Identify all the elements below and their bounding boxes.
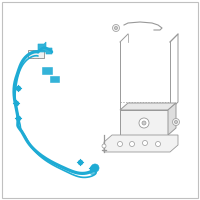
Circle shape	[139, 118, 149, 128]
Polygon shape	[104, 135, 178, 152]
Polygon shape	[120, 103, 176, 110]
Circle shape	[142, 140, 148, 146]
Circle shape	[142, 121, 146, 125]
Circle shape	[102, 144, 106, 148]
Circle shape	[156, 142, 160, 146]
Bar	[50, 76, 59, 82]
Circle shape	[91, 164, 99, 172]
Polygon shape	[168, 103, 176, 135]
Bar	[42, 67, 52, 74]
Polygon shape	[38, 42, 52, 54]
Circle shape	[114, 26, 118, 29]
Polygon shape	[120, 110, 168, 135]
Circle shape	[172, 118, 180, 126]
Bar	[28, 50, 44, 58]
Circle shape	[130, 142, 134, 146]
Circle shape	[174, 120, 178, 123]
Circle shape	[90, 169, 96, 175]
Circle shape	[112, 24, 120, 31]
Circle shape	[118, 142, 122, 146]
